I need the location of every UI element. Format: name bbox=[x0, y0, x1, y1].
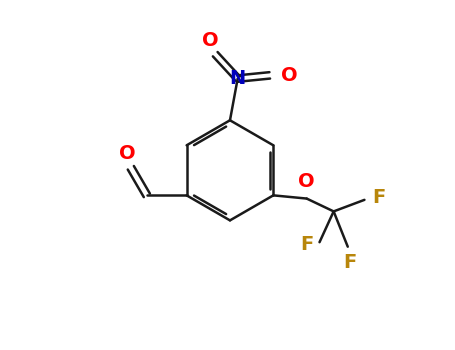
Text: O: O bbox=[298, 172, 315, 191]
Text: N: N bbox=[230, 69, 246, 88]
Text: F: F bbox=[300, 235, 313, 254]
Text: F: F bbox=[344, 253, 357, 272]
Text: O: O bbox=[119, 144, 136, 163]
Text: F: F bbox=[372, 188, 385, 207]
Text: O: O bbox=[202, 32, 218, 50]
Text: O: O bbox=[281, 66, 298, 85]
